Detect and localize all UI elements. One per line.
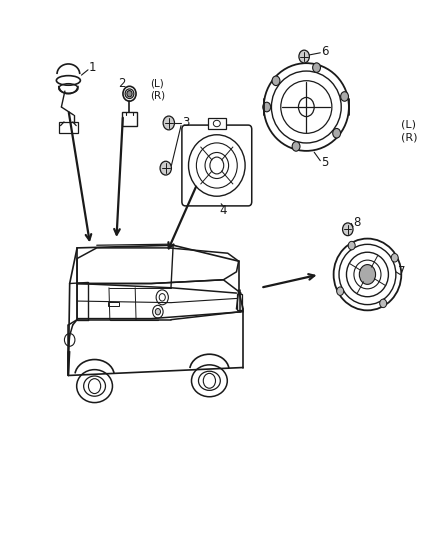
Circle shape — [127, 91, 132, 97]
Text: 3: 3 — [182, 117, 189, 130]
Circle shape — [333, 128, 341, 138]
Circle shape — [155, 309, 160, 315]
Circle shape — [263, 102, 271, 112]
Bar — [237, 294, 242, 310]
Circle shape — [391, 254, 398, 262]
Circle shape — [272, 76, 280, 86]
Circle shape — [343, 223, 353, 236]
Circle shape — [341, 92, 349, 101]
Circle shape — [160, 161, 171, 175]
Circle shape — [380, 299, 387, 308]
Circle shape — [359, 264, 375, 285]
Circle shape — [313, 63, 321, 72]
Bar — [108, 302, 119, 306]
Text: (L)
(R): (L) (R) — [401, 119, 417, 142]
Text: 2: 2 — [118, 77, 125, 90]
Bar — [122, 112, 138, 126]
Text: 8: 8 — [353, 216, 361, 229]
Text: 4: 4 — [219, 204, 227, 217]
Text: 7: 7 — [398, 265, 406, 278]
Bar — [208, 118, 226, 130]
Circle shape — [348, 241, 355, 250]
Text: 6: 6 — [321, 45, 329, 58]
Circle shape — [299, 50, 309, 63]
FancyBboxPatch shape — [182, 125, 252, 206]
Circle shape — [337, 287, 344, 295]
Circle shape — [292, 142, 300, 151]
Text: (L)
(R): (L) (R) — [150, 78, 165, 101]
Text: 1: 1 — [88, 61, 96, 74]
Bar — [59, 122, 78, 133]
Circle shape — [163, 116, 174, 130]
Text: 5: 5 — [321, 156, 329, 169]
